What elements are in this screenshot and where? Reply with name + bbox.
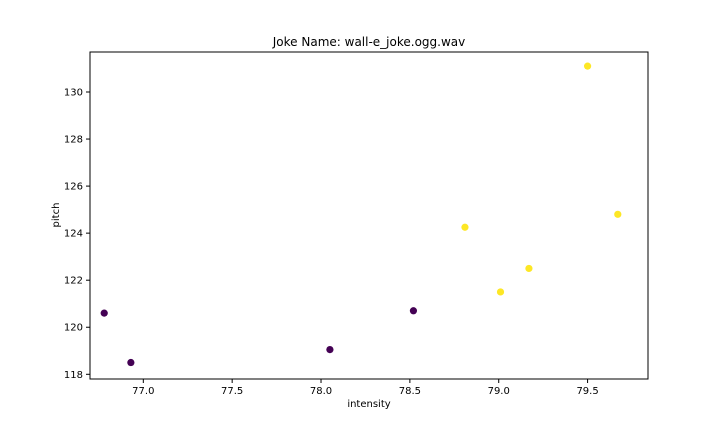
data-point [525,264,533,273]
x-tick-label: 79.5 [576,386,598,397]
x-tick-label: 77.5 [221,386,243,397]
data-point [496,288,505,296]
data-point [461,223,469,231]
y-tick-label: 118 [64,370,83,381]
data-point [409,307,418,315]
chart-title: Joke Name: wall-e_joke.ogg.wav [272,35,465,49]
x-tick-label: 79.0 [488,386,510,397]
data-point [583,62,592,70]
plot-frame [89,51,649,380]
x-tick-label: 78.5 [399,386,421,397]
y-tick-label: 122 [64,276,83,287]
data-point [127,358,135,367]
x-axis-label: intensity [347,399,390,410]
y-axis-label: pitch [51,203,62,228]
x-tick-label: 77.0 [132,386,154,397]
y-tick-label: 130 [64,87,83,98]
data-point [326,345,334,354]
x-axis: 77.0 77.5 78.0 78.5 79.0 79.5 [132,379,599,397]
y-tick-label: 126 [64,182,83,193]
x-tick-label: 78.0 [310,386,332,397]
data-point [100,309,108,317]
y-tick-label: 120 [64,323,83,334]
data-points [100,62,622,367]
plot-area [89,51,649,380]
y-tick-label: 124 [64,229,83,240]
data-point [614,210,622,218]
y-axis: 118 120 122 124 126 128 130 [64,87,90,381]
y-tick-label: 128 [64,135,83,146]
